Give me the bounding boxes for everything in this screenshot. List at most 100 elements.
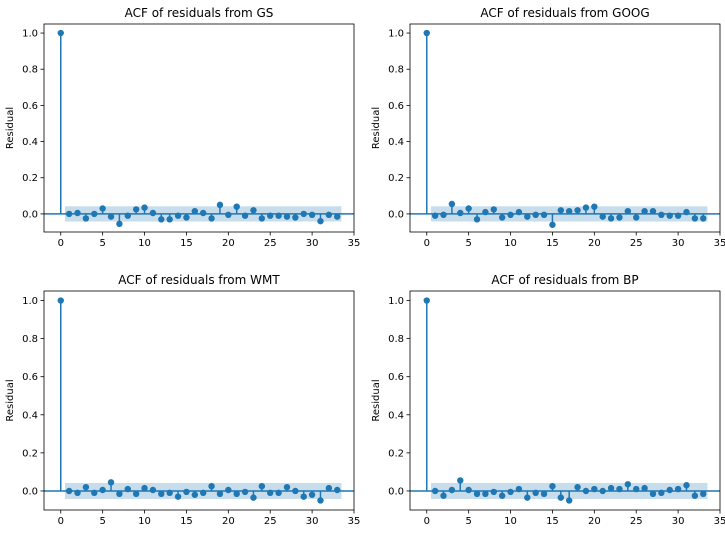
acf-point [149,486,157,494]
acf-point [107,213,115,220]
acf-point [440,211,447,219]
acf-point [557,494,565,501]
y-tick-label: 0.4 [388,137,404,148]
plot-frame [409,23,721,233]
acf-point [649,208,657,215]
x-tick-label: 0 [424,516,430,527]
acf-point [540,211,548,219]
plot-frame [43,23,355,233]
x-tick-label: 20 [222,238,235,249]
acf-point [124,485,131,493]
y-tick-label: 1.0 [388,29,404,40]
acf-point [82,483,90,491]
acf-point [300,493,307,500]
acf-point [82,215,90,222]
x-tick-label: 35 [348,238,361,249]
acf-point [174,493,182,500]
acf-point [241,212,249,219]
acf-point [448,486,456,494]
acf-point [431,487,439,495]
acf-point [591,203,598,210]
acf-point [524,213,531,220]
acf-point [633,485,640,493]
acf-point [199,209,207,217]
x-tick-label: 15 [180,238,193,249]
acf-point [498,492,506,499]
y-tick-label: 0.4 [388,410,404,421]
acf-point [191,491,199,498]
acf-panel-wmt: ACF of residuals from WMT Residual 0 5 10 15 2… [5,273,360,527]
acf-point [482,490,489,498]
acf-point [507,211,514,219]
acf-point [65,487,73,495]
acf-point [565,497,573,504]
x-tick-label: 0 [58,238,64,249]
acf-point [317,217,324,225]
y-axis-label: Residual [5,107,16,149]
x-tick-label: 15 [546,516,559,527]
y-tick-label: 0.2 [22,448,38,459]
acf-point [99,205,106,212]
acf-point [599,213,606,220]
acf-point [250,207,257,214]
acf-point [334,486,341,494]
x-tick-label: 15 [180,516,193,527]
acf-point [158,490,165,498]
acf-panel-bp: ACF of residuals from BP Residual 0 5 10 15 20… [371,273,725,527]
y-tick-label: 0.2 [388,448,404,459]
acf-point [191,208,199,215]
y-axis-label: Residual [371,379,382,421]
acf-point [267,212,274,219]
acf-point [65,210,73,218]
y-tick-label: 0.6 [22,101,38,112]
acf-point [334,213,341,220]
plot-frame [43,290,355,511]
acf-point [208,482,215,490]
acf-point [423,29,430,37]
x-tick-label: 35 [714,516,725,527]
acf-point [325,484,333,492]
acf-point [457,209,464,217]
y-tick-label: 0.0 [22,209,38,220]
acf-point [607,484,615,492]
acf-point [308,211,316,219]
acf-point [258,482,266,490]
y-axis-label: Residual [5,379,16,421]
acf-panel-goog: ACF of residuals from GOOG Residual 0 5 10 15… [371,6,725,249]
acf-point [565,208,573,215]
acf-point [607,215,615,222]
x-tick-label: 0 [424,238,430,249]
acf-point [199,489,207,497]
acf-point [482,208,489,216]
acf-point [574,483,581,491]
acf-point [641,208,648,215]
acf-point [465,486,472,494]
acf-point [283,483,291,491]
acf-point [283,213,291,220]
acf-panel-gs: ACF of residuals from GS Residual 0 5 10 15 20… [5,6,360,249]
x-tick-label: 30 [672,238,685,249]
acf-point [183,214,190,221]
y-tick-label: 0.2 [22,173,38,184]
y-tick-label: 0.4 [22,410,38,421]
acf-point [208,215,215,222]
acf-point [666,486,673,494]
x-tick-label: 10 [504,238,517,249]
x-tick-label: 10 [504,516,517,527]
acf-point [174,212,182,219]
acf-point [141,484,148,492]
acf-point [325,211,333,219]
acf-point [216,490,224,498]
acf-point [473,490,481,498]
x-tick-label: 30 [306,238,319,249]
acf-point [591,485,598,493]
acf-point [91,210,98,218]
x-tick-label: 25 [264,516,277,527]
acf-point [423,297,430,304]
x-tick-label: 30 [306,516,319,527]
acf-point [225,211,232,219]
acf-point [616,485,623,493]
acf-point [582,204,590,211]
acf-point [317,497,324,504]
acf-point [124,212,131,219]
